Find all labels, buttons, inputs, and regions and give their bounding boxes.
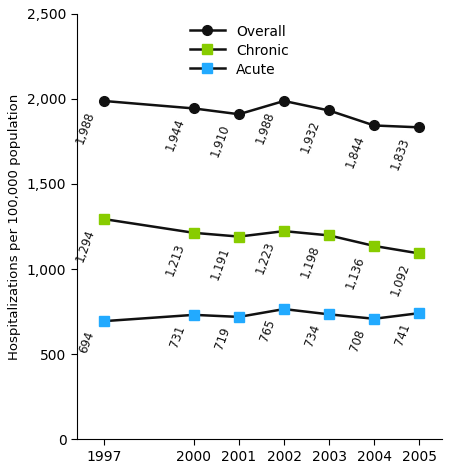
Acute — [371, 316, 377, 321]
Chronic — [371, 243, 377, 249]
Chronic — [416, 251, 422, 256]
Acute — [101, 318, 107, 324]
Text: 765: 765 — [257, 318, 277, 343]
Text: 1,944: 1,944 — [163, 117, 187, 153]
Overall — [371, 123, 377, 128]
Text: 1,988: 1,988 — [73, 110, 97, 145]
Text: 1,191: 1,191 — [208, 245, 232, 281]
Overall — [101, 98, 107, 104]
Text: 734: 734 — [302, 323, 322, 348]
Overall — [416, 125, 422, 130]
Text: 1,136: 1,136 — [344, 254, 367, 290]
Text: 1,844: 1,844 — [344, 134, 367, 170]
Legend: Overall, Chronic, Acute: Overall, Chronic, Acute — [186, 21, 293, 81]
Chronic — [281, 228, 287, 234]
Text: 1,294: 1,294 — [73, 228, 97, 264]
Acute — [416, 310, 422, 316]
Text: 1,223: 1,223 — [253, 240, 277, 276]
Acute — [191, 312, 197, 318]
Acute — [236, 314, 242, 320]
Overall — [326, 108, 332, 113]
Y-axis label: Hospitalizations per 100,000 population: Hospitalizations per 100,000 population — [9, 93, 21, 360]
Text: 1,213: 1,213 — [163, 241, 187, 278]
Chronic — [101, 216, 107, 222]
Text: 1,932: 1,932 — [299, 119, 322, 155]
Text: 1,198: 1,198 — [299, 244, 322, 280]
Text: 719: 719 — [212, 325, 232, 351]
Chronic — [236, 234, 242, 239]
Overall — [236, 111, 242, 117]
Chronic — [191, 230, 197, 236]
Text: 741: 741 — [392, 321, 412, 347]
Line: Acute: Acute — [99, 304, 424, 326]
Acute — [326, 312, 332, 317]
Text: 694: 694 — [77, 329, 97, 355]
Acute — [281, 306, 287, 312]
Overall — [191, 106, 197, 111]
Text: 1,910: 1,910 — [208, 123, 232, 159]
Line: Chronic: Chronic — [99, 214, 424, 258]
Chronic — [326, 233, 332, 238]
Text: 1,092: 1,092 — [389, 262, 412, 298]
Line: Overall: Overall — [99, 96, 424, 132]
Text: 1,988: 1,988 — [254, 110, 277, 145]
Overall — [281, 98, 287, 104]
Text: 731: 731 — [167, 323, 187, 349]
Text: 1,833: 1,833 — [389, 136, 412, 172]
Text: 708: 708 — [347, 327, 367, 353]
